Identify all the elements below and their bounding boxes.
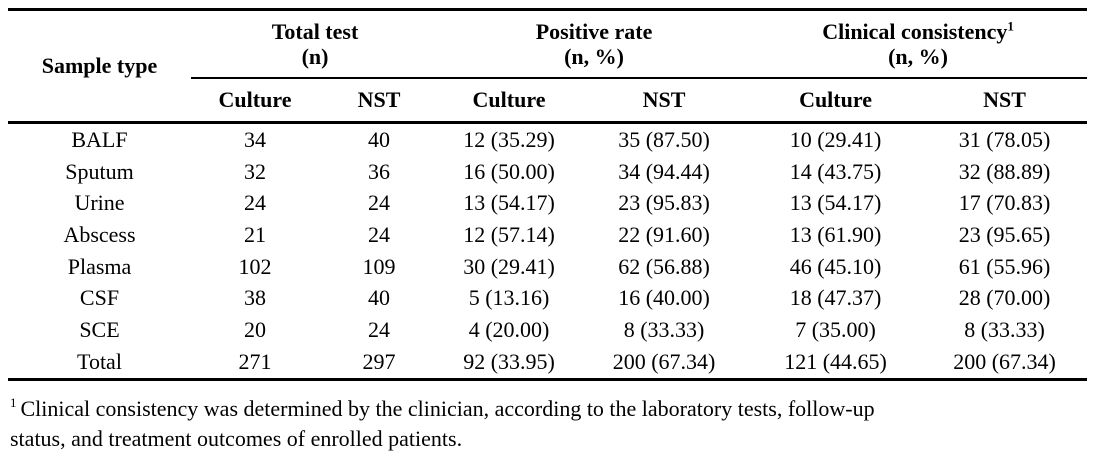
table-cell: 16 (50.00) xyxy=(463,158,555,184)
column-group-clinical-consistency: Clinical consistency1 (n, %) xyxy=(749,9,1088,79)
table-cell: 40 xyxy=(368,126,390,152)
table-row: CSF 38 40 5 (13.16) 16 (40.00) 18 (47.37… xyxy=(8,282,1087,314)
row-label: Plasma xyxy=(67,253,132,279)
table-cell: 8 (33.33) xyxy=(623,316,705,342)
table-row-total: Total 271 297 92 (33.95) 200 (67.34) 121… xyxy=(8,346,1087,379)
footnote-marker: 1 xyxy=(10,395,17,411)
column-header-sample-type: Sample type xyxy=(8,9,191,124)
footnote-line-2: status, and treatment outcomes of enroll… xyxy=(10,425,463,451)
table-cell: 10 (29.41) xyxy=(789,126,882,152)
group-label: Total test xyxy=(271,19,359,44)
table-cell: 21 xyxy=(244,221,266,247)
table-cell: 13 (54.17) xyxy=(463,190,555,216)
table-header: Sample type Total test (n) Positive rate… xyxy=(8,9,1088,124)
header-row-groups: Sample type Total test (n) Positive rate… xyxy=(8,9,1088,124)
table-cell: 62 (56.88) xyxy=(618,253,710,279)
table-cell: 34 (94.44) xyxy=(618,158,710,184)
row-label: SCE xyxy=(79,316,120,342)
table-row: Plasma 102 109 30 (29.41) 62 (56.88) 46 … xyxy=(8,251,1087,283)
table-cell: 24 xyxy=(368,316,390,342)
table-cell: 7 (35.00) xyxy=(795,316,876,342)
group-unit: (n) xyxy=(301,44,329,69)
table-cell: 200 (67.34) xyxy=(953,348,1056,374)
column-header-nst: NST xyxy=(922,78,1088,124)
table-cell: 12 (35.29) xyxy=(463,126,555,152)
table-row: Abscess 21 24 12 (57.14) 22 (91.60) 13 (… xyxy=(8,219,1087,251)
group-unit: (n, %) xyxy=(888,44,948,69)
table-cell: 14 (43.75) xyxy=(789,158,882,184)
table-row: BALF 34 40 12 (35.29) 35 (87.50) 10 (29.… xyxy=(8,123,1087,156)
table-cell: 4 (20.00) xyxy=(468,316,550,342)
row-label: Sputum xyxy=(65,158,134,184)
table-cell: 30 (29.41) xyxy=(463,253,555,279)
table-cell: 121 (44.65) xyxy=(784,348,887,374)
table-cell: 46 (45.10) xyxy=(789,253,882,279)
column-group-positive-rate: Positive rate (n, %) xyxy=(439,9,750,79)
table-row: Urine 24 24 13 (54.17) 23 (95.83) 13 (54… xyxy=(8,187,1087,219)
column-header-culture: Culture xyxy=(749,78,923,124)
table-cell: 32 xyxy=(244,158,266,184)
table-cell: 24 xyxy=(244,190,266,216)
table-cell: 35 (87.50) xyxy=(618,126,710,152)
header-row-subcolumns: Culture NST Culture NST Culture NST xyxy=(8,78,1088,124)
table-cell: 24 xyxy=(368,221,390,247)
table-cell: 24 xyxy=(368,190,390,216)
table-cell: 20 xyxy=(244,316,266,342)
row-label: Abscess xyxy=(63,221,136,247)
table-cell: 16 (40.00) xyxy=(618,285,710,311)
group-unit: (n, %) xyxy=(564,44,624,69)
table-cell: 271 xyxy=(238,348,272,374)
column-group-total-test: Total test (n) xyxy=(191,9,440,79)
table-cell: 92 (33.95) xyxy=(463,348,555,374)
row-label: BALF xyxy=(71,126,128,152)
table-cell: 23 (95.83) xyxy=(618,190,710,216)
group-label: Positive rate xyxy=(535,19,653,44)
table-cell: 18 (47.37) xyxy=(789,285,882,311)
table-row: SCE 20 24 4 (20.00) 8 (33.33) 7 (35.00) … xyxy=(8,314,1087,346)
column-header-culture: Culture xyxy=(191,78,319,124)
table-row: Sputum 32 36 16 (50.00) 34 (94.44) 14 (4… xyxy=(8,156,1087,188)
row-label: Urine xyxy=(74,190,125,216)
row-label: Total xyxy=(77,348,122,374)
footnote-line-1: Clinical consistency was determined by t… xyxy=(20,395,875,421)
results-table: Sample type Total test (n) Positive rate… xyxy=(8,8,1088,381)
table-cell: 23 (95.65) xyxy=(958,221,1051,247)
table-cell: 109 xyxy=(362,253,396,279)
table-cell: 17 (70.83) xyxy=(958,190,1051,216)
row-label: CSF xyxy=(79,285,120,311)
footnote: 1 Clinical consistency was determined by … xyxy=(10,394,1094,454)
table-cell: 13 (61.90) xyxy=(789,221,882,247)
table-cell: 5 (13.16) xyxy=(468,285,550,311)
table-cell: 31 (78.05) xyxy=(958,126,1051,152)
column-header-nst: NST xyxy=(579,78,750,124)
table-cell: 38 xyxy=(244,285,266,311)
table-body: BALF 34 40 12 (35.29) 35 (87.50) 10 (29.… xyxy=(8,123,1087,380)
table-cell: 40 xyxy=(368,285,390,311)
table-cell: 200 (67.34) xyxy=(612,348,716,374)
table-cell: 36 xyxy=(368,158,390,184)
table-cell: 13 (54.17) xyxy=(789,190,882,216)
table-cell: 297 xyxy=(362,348,396,374)
column-header-nst: NST xyxy=(319,78,440,124)
table-cell: 22 (91.60) xyxy=(618,221,710,247)
group-label: Clinical consistency xyxy=(822,19,1008,44)
table-cell: 28 (70.00) xyxy=(958,285,1051,311)
table-cell: 8 (33.33) xyxy=(964,316,1045,342)
column-header-culture: Culture xyxy=(439,78,580,124)
table-cell: 61 (55.96) xyxy=(958,253,1051,279)
table-cell: 34 xyxy=(244,126,266,152)
table-cell: 32 (88.89) xyxy=(958,158,1051,184)
table-cell: 102 xyxy=(238,253,272,279)
footnote-reference: 1 xyxy=(1007,18,1014,34)
table-cell: 12 (57.14) xyxy=(463,221,555,247)
